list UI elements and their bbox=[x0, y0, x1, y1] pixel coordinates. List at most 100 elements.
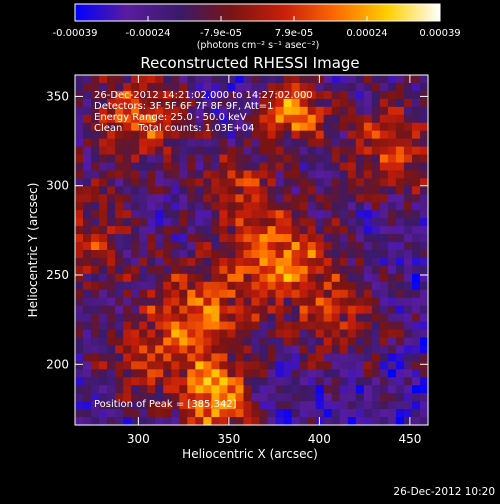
heatmap-pixel bbox=[267, 138, 277, 148]
heatmap-pixel bbox=[395, 377, 405, 386]
heatmap-pixel bbox=[347, 329, 357, 339]
heatmap-pixel bbox=[83, 90, 92, 100]
heatmap-pixel bbox=[419, 353, 429, 362]
heatmap-pixel bbox=[235, 409, 245, 418]
heatmap-pixel bbox=[243, 242, 253, 251]
heatmap-pixel bbox=[99, 393, 108, 402]
heatmap-pixel bbox=[395, 194, 405, 203]
heatmap-pixel bbox=[363, 106, 373, 116]
heatmap-pixel bbox=[163, 337, 172, 347]
heatmap-pixel bbox=[307, 305, 317, 315]
heatmap-pixel bbox=[243, 257, 253, 267]
heatmap-pixel bbox=[283, 138, 293, 148]
heatmap-pixel bbox=[131, 257, 140, 267]
heatmap-pixel bbox=[267, 130, 277, 140]
heatmap-pixel bbox=[315, 250, 325, 259]
heatmap-pixel bbox=[139, 417, 148, 426]
heatmap-pixel bbox=[243, 178, 253, 187]
heatmap-pixel bbox=[259, 401, 269, 410]
heatmap-pixel bbox=[115, 385, 124, 394]
heatmap-pixel bbox=[395, 226, 405, 235]
heatmap-pixel bbox=[123, 170, 132, 179]
heatmap-pixel bbox=[107, 146, 116, 156]
heatmap-pixel bbox=[179, 162, 188, 172]
heatmap-pixel bbox=[75, 409, 84, 418]
heatmap-pixel bbox=[195, 210, 204, 219]
heatmap-pixel bbox=[227, 377, 237, 386]
heatmap-pixel bbox=[75, 146, 84, 156]
heatmap-pixel bbox=[179, 257, 188, 267]
heatmap-pixel bbox=[267, 210, 277, 219]
heatmap-pixel bbox=[267, 250, 277, 259]
heatmap-pixel bbox=[283, 98, 293, 108]
heatmap-pixel bbox=[411, 409, 421, 418]
heatmap-pixel bbox=[115, 393, 124, 402]
heatmap-pixel bbox=[235, 242, 245, 251]
heatmap-pixel bbox=[91, 393, 100, 402]
heatmap-pixel bbox=[99, 226, 108, 235]
heatmap-pixel bbox=[251, 138, 261, 148]
heatmap-pixel bbox=[203, 106, 212, 116]
heatmap-pixel bbox=[403, 226, 413, 235]
heatmap-pixel bbox=[171, 353, 180, 362]
heatmap-pixel bbox=[219, 226, 229, 235]
heatmap-pixel bbox=[419, 114, 429, 124]
heatmap-pixel bbox=[131, 130, 140, 140]
heatmap-pixel bbox=[379, 377, 389, 386]
heatmap-pixel bbox=[139, 130, 148, 140]
heatmap-pixel bbox=[203, 377, 212, 386]
heatmap-pixel bbox=[219, 305, 229, 315]
heatmap-pixel bbox=[363, 377, 373, 386]
heatmap-pixel bbox=[299, 122, 309, 132]
heatmap-pixel bbox=[75, 417, 84, 426]
heatmap-pixel bbox=[331, 75, 341, 84]
heatmap-pixel bbox=[75, 321, 84, 331]
heatmap-pixel bbox=[211, 289, 221, 299]
heatmap-pixel bbox=[419, 146, 429, 156]
heatmap-pixel bbox=[171, 417, 180, 426]
heatmap-pixel bbox=[123, 186, 132, 195]
heatmap-pixel bbox=[131, 226, 140, 235]
heatmap-pixel bbox=[195, 321, 204, 331]
heatmap-pixel bbox=[267, 234, 277, 243]
heatmap-pixel bbox=[347, 321, 357, 331]
heatmap-pixel bbox=[235, 250, 245, 259]
heatmap-pixel bbox=[411, 313, 421, 323]
heatmap-pixel bbox=[291, 202, 301, 211]
heatmap-pixel bbox=[275, 385, 285, 394]
heatmap-pixel bbox=[131, 265, 140, 275]
heatmap-pixel bbox=[347, 226, 357, 235]
heatmap-pixel bbox=[163, 345, 172, 354]
heatmap-pixel bbox=[315, 281, 325, 291]
heatmap-pixel bbox=[275, 361, 285, 370]
heatmap-pixel bbox=[203, 417, 212, 426]
heatmap-pixel bbox=[267, 170, 277, 179]
heatmap-pixel bbox=[315, 305, 325, 315]
heatmap-pixel bbox=[139, 242, 148, 251]
heatmap-pixel bbox=[331, 82, 341, 92]
heatmap-pixel bbox=[123, 146, 132, 156]
heatmap-pixel bbox=[123, 130, 132, 140]
heatmap-pixel bbox=[227, 409, 237, 418]
heatmap-pixel bbox=[147, 393, 156, 402]
heatmap-pixel bbox=[403, 242, 413, 251]
heatmap-pixel bbox=[251, 98, 261, 108]
heatmap-pixel bbox=[83, 210, 92, 219]
heatmap-pixel bbox=[163, 218, 172, 227]
heatmap-pixel bbox=[267, 90, 277, 100]
heatmap-pixel bbox=[211, 146, 221, 156]
heatmap-pixel bbox=[139, 98, 148, 108]
heatmap-pixel bbox=[259, 170, 269, 179]
heatmap-pixel bbox=[163, 234, 172, 243]
heatmap-pixel bbox=[339, 186, 349, 195]
heatmap-pixel bbox=[299, 329, 309, 339]
heatmap-pixel bbox=[315, 194, 325, 203]
heatmap-pixel bbox=[339, 409, 349, 418]
heatmap-pixel bbox=[315, 178, 325, 187]
heatmap-pixel bbox=[419, 218, 429, 227]
heatmap-pixel bbox=[187, 353, 196, 362]
heatmap-pixel bbox=[203, 329, 212, 339]
heatmap-pixel bbox=[267, 202, 277, 211]
heatmap-pixel bbox=[355, 186, 365, 195]
heatmap-pixel bbox=[403, 122, 413, 132]
